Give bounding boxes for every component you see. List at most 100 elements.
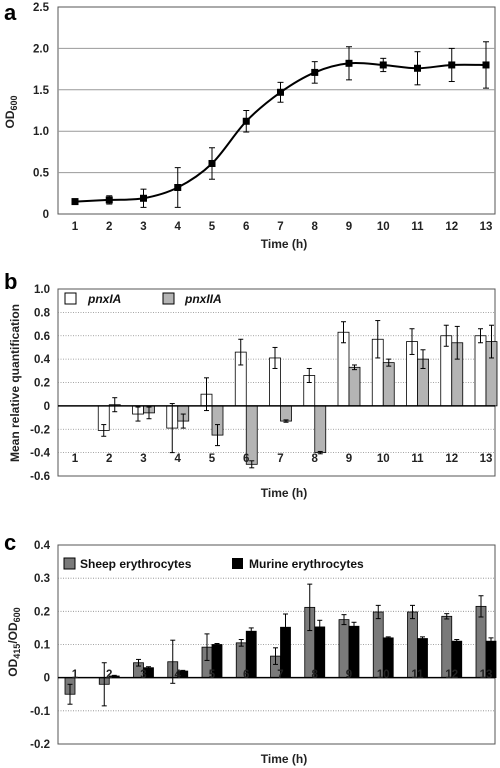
panel-b-x-tick-label: 13 — [480, 453, 493, 465]
panel-a-data-point — [448, 61, 456, 69]
panel-a-y-axis-label: OD600 — [3, 95, 19, 128]
panel-b-bar-chart: b Mean relative quantification 1.0 0.8 0.6… — [4, 269, 498, 500]
panel-a-x-tick-label: 10 — [377, 221, 390, 233]
panel-b-x-axis-label: Time (h) — [261, 486, 307, 500]
panel-a-x-tick-label: 8 — [312, 221, 319, 233]
panel-c-letter: c — [4, 530, 16, 555]
panel-b-x-tick-label: 4 — [175, 453, 182, 465]
panel-a-data-point — [277, 88, 284, 96]
panel-a-data-point — [482, 61, 490, 69]
panel-a-data-point — [71, 198, 79, 206]
legend-swatch-pnxia — [64, 292, 77, 305]
panel-b-letter: b — [4, 269, 17, 294]
panel-b-y-axis-label: Mean relative quantification — [8, 304, 22, 462]
panel-a-y-tick-label: 1.0 — [33, 126, 49, 138]
panel-b-y-tick-label: -0.4 — [30, 448, 50, 460]
panel-b-bar — [348, 366, 361, 407]
panel-a-data-point — [174, 184, 182, 192]
panel-a-x-tick-label: 12 — [445, 221, 458, 233]
panel-c-bar — [372, 611, 384, 679]
panel-c-x-tick-label: 11 — [411, 669, 424, 681]
legend-label-pnxia: pnxIA — [87, 292, 121, 306]
panel-a-plot-frame — [57, 6, 496, 215]
panel-a-data-point — [242, 117, 250, 125]
panel-c-y-tick-label: 0.1 — [34, 640, 51, 652]
panel-a-x-axis-label: Time (h) — [261, 237, 307, 251]
panel-a-x-tick-label: 5 — [209, 221, 216, 233]
panel-c-y-tick-label: 0 — [44, 673, 50, 685]
panel-a-data-point — [414, 64, 421, 72]
panel-a-data-point — [208, 159, 216, 167]
panel-b-y-tick-label: 0 — [44, 401, 50, 413]
panel-a-data-point — [345, 59, 353, 67]
panel-b-y-tick-label: -0.6 — [30, 471, 50, 483]
panel-c-x-tick-label: 12 — [445, 669, 458, 681]
panel-a-line-chart: a OD600 00.51.01.52.02.5 1 2 3 4 5 6 7 8 9 10 11 12… — [3, 0, 496, 251]
legend-swatch-sheep — [63, 557, 76, 570]
panel-c-x-tick-label: 10 — [377, 669, 390, 681]
panel-c-legend: Sheep erythrocytes Murine erythrocytes — [63, 557, 364, 571]
panel-b-x-tick-label: 12 — [445, 453, 458, 465]
panel-b-y-tick-label: 0.8 — [34, 307, 51, 319]
panel-b-legend: pnxIA pnxIIA — [64, 292, 222, 306]
panel-a-y-tick-label: 2.5 — [33, 2, 50, 14]
panel-b-bar — [314, 405, 327, 454]
panel-a-x-tick-label: 4 — [175, 221, 182, 233]
legend-swatch-murine — [232, 558, 243, 569]
legend-label-murine: Murine erythrocytes — [249, 557, 364, 571]
panel-a-data-point — [379, 61, 387, 69]
panel-b-bar — [474, 335, 487, 407]
panel-c-x-tick-label: 4 — [175, 669, 182, 681]
legend-label-pnxiia: pnxIIA — [184, 292, 222, 306]
legend-label-sheep: Sheep erythrocytes — [80, 557, 192, 571]
panel-b-bar — [382, 362, 395, 407]
panel-b-bar — [280, 405, 292, 422]
panel-b-x-tick-label: 7 — [277, 453, 283, 465]
panel-b-x-tick-label: 6 — [243, 453, 249, 465]
panel-b-y-tick-label: 1.0 — [34, 284, 50, 296]
panel-b-y-tick-label: 0.4 — [34, 354, 51, 366]
panel-c-y-axis-label: OD415/OD600 — [6, 607, 22, 676]
panel-c-x-axis-label: Time (h) — [261, 752, 307, 766]
panel-c-x-tick-label: 8 — [312, 669, 319, 681]
panel-a-y-tick-label: 1.5 — [33, 85, 50, 97]
panel-b-y-tick-label: -0.2 — [30, 424, 50, 436]
panel-a-x-tick-label: 7 — [277, 221, 283, 233]
panel-a-x-tick-label: 11 — [411, 221, 424, 233]
panel-a-data-point — [140, 194, 147, 202]
panel-b-y-tick-label: 0.6 — [34, 331, 50, 343]
panel-a-x-tick-label: 9 — [346, 221, 352, 233]
panel-c-x-tick-label: 3 — [140, 669, 146, 681]
panel-b-x-tick-label: 11 — [411, 453, 424, 465]
panel-b-x-tick-label: 8 — [312, 453, 319, 465]
panel-a-x-tick-label: 2 — [106, 221, 112, 233]
panel-b-x-tick-label: 10 — [377, 453, 390, 465]
panel-c-x-tick-label: 1 — [72, 669, 79, 681]
panel-c-x-tick-label: 7 — [277, 669, 283, 681]
panel-b-x-tick-label: 3 — [140, 453, 146, 465]
panel-c-y-tick-label: 0.4 — [34, 540, 51, 552]
panel-b-y-tick-label: 0.2 — [34, 378, 50, 390]
panel-c-y-tick-label: -0.2 — [30, 739, 50, 751]
legend-swatch-pnxiia — [162, 292, 175, 305]
panel-c-x-tick-label: 2 — [106, 669, 112, 681]
panel-a-letter: a — [4, 0, 17, 25]
panel-a-y-tick-label: 0 — [43, 209, 49, 221]
panel-b-x-tick-label: 1 — [72, 453, 79, 465]
panel-a-x-tick-label: 13 — [480, 221, 493, 233]
panel-c-x-tick-label: 9 — [346, 669, 352, 681]
panel-a-y-tick-label: 2.0 — [33, 43, 49, 55]
panel-c-x-tick-label: 5 — [209, 669, 216, 681]
panel-b-x-tick-label: 9 — [346, 453, 352, 465]
panel-c-x-tick-label: 6 — [243, 669, 249, 681]
panel-c-bar — [407, 611, 418, 679]
panel-a-x-tick-label: 1 — [72, 221, 79, 233]
panel-a-x-tick-label: 3 — [140, 221, 146, 233]
panel-a-data-point — [105, 196, 113, 204]
panel-b-x-tick-label: 5 — [209, 453, 216, 465]
panel-a-y-tick-label: 0.5 — [33, 168, 50, 180]
panel-c-x-tick-label: 13 — [480, 669, 493, 681]
panel-a-data-point — [311, 68, 319, 76]
